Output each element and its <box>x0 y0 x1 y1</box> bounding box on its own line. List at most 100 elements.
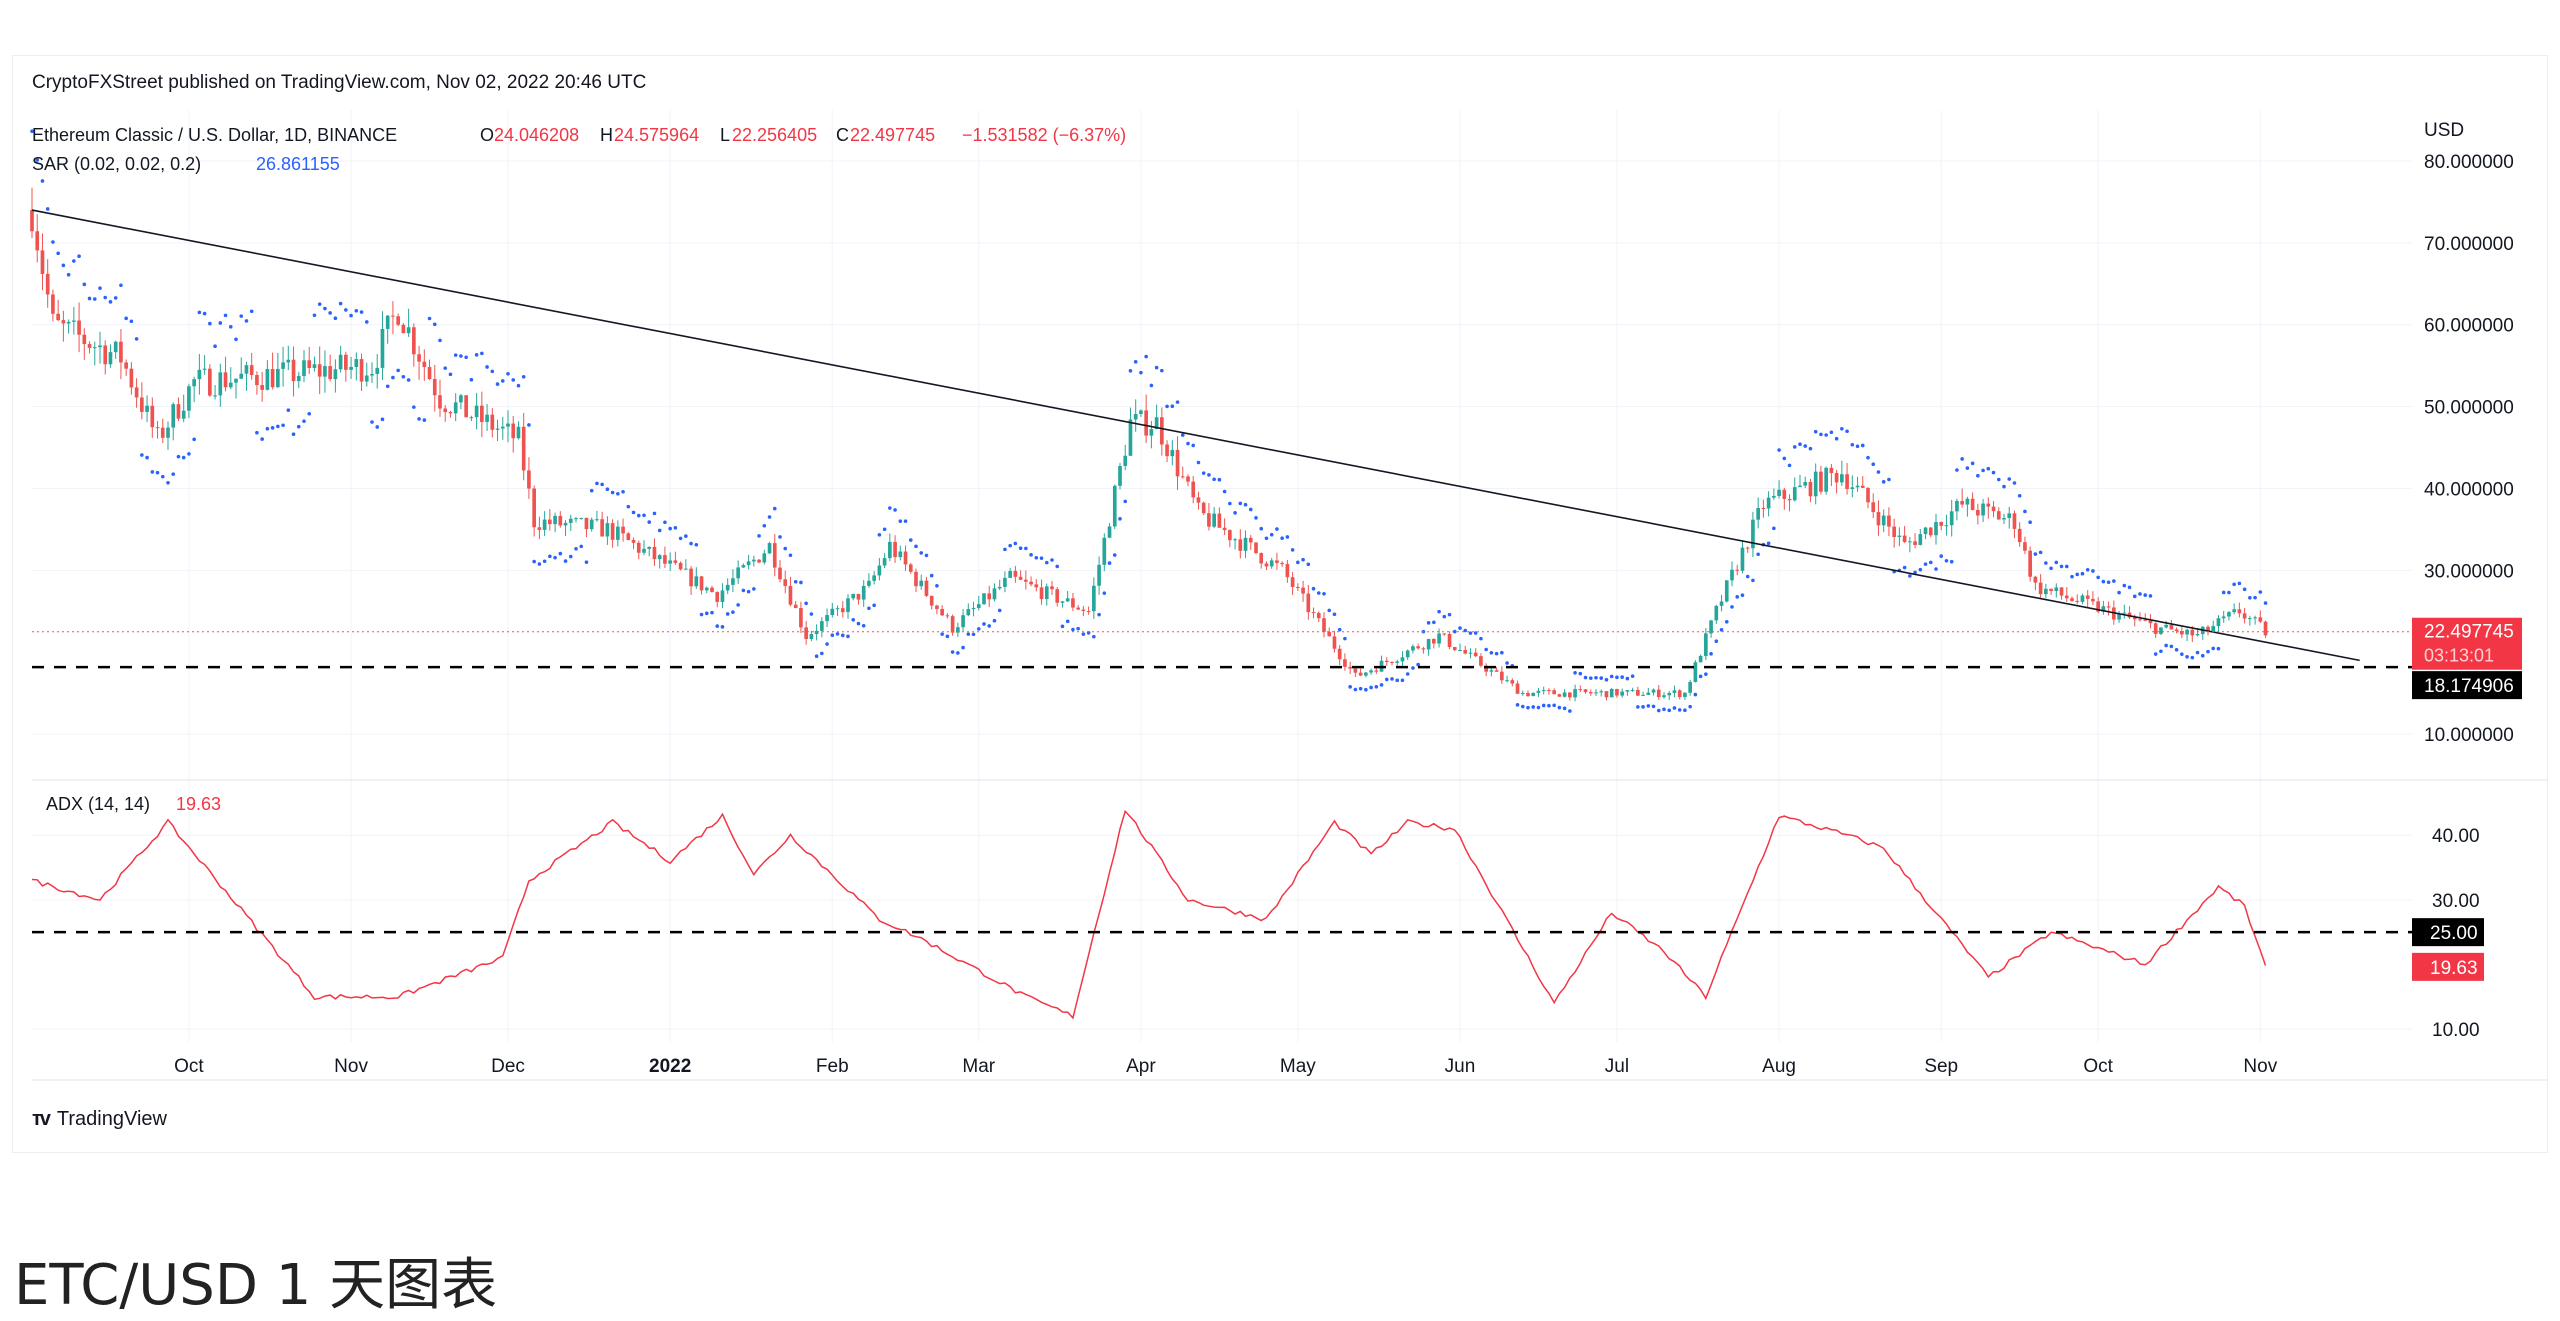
sar-dot <box>704 611 709 616</box>
sar-dot <box>2169 644 2174 649</box>
candle-body <box>1013 571 1018 577</box>
sar-dot <box>668 526 672 531</box>
sar-dot <box>772 506 777 511</box>
tradingview-logo[interactable]: ᴛᴠ TradingView <box>32 1108 167 1131</box>
candle-body <box>1369 670 1373 673</box>
sar-dot <box>323 306 327 311</box>
sar-dot <box>495 382 500 386</box>
sar-dot <box>1923 562 1928 566</box>
candle-body <box>746 561 751 566</box>
sar-dot <box>532 559 536 564</box>
sar-dot <box>799 580 803 585</box>
sar-dot <box>2148 594 2153 598</box>
candle-body <box>432 379 437 396</box>
legend-close: 22.497745 <box>850 125 935 145</box>
candle-body <box>1709 620 1713 634</box>
candle-body <box>642 548 646 553</box>
candle-body <box>1777 489 1781 496</box>
candle-body <box>772 543 777 568</box>
sar-dot <box>2132 594 2137 599</box>
candle-body <box>448 412 453 414</box>
candle-body <box>2002 518 2006 520</box>
sar-dot <box>1196 460 1201 465</box>
sar-dot <box>1515 703 1520 707</box>
currency-label: USD <box>2424 120 2464 141</box>
candle-body <box>914 571 918 587</box>
candle-body <box>1416 646 1420 649</box>
adx-current-tag <box>2412 952 2484 981</box>
candle-body <box>202 368 207 370</box>
candle-body <box>1243 537 1248 551</box>
candle-body <box>187 386 191 411</box>
candle-body <box>731 578 735 585</box>
candle-body <box>1264 563 1269 567</box>
price-axis[interactable]: 80.000000 70.000000 60.000000 50.000000 40.0… <box>2424 152 2514 746</box>
sar-dot <box>1704 672 1708 676</box>
sar-dot <box>2064 564 2069 569</box>
sar-dot <box>98 286 102 290</box>
sar-dot <box>2112 579 2116 583</box>
sar-dot <box>1677 708 1682 712</box>
sar-dot <box>1756 552 1760 557</box>
candle-body <box>1222 527 1227 531</box>
sar-dot <box>1337 627 1342 632</box>
sar-dot <box>391 375 395 380</box>
candle-body <box>1128 419 1133 456</box>
candle-body <box>2012 513 2017 529</box>
candle-body <box>1986 503 1991 507</box>
candle-body <box>1290 577 1295 588</box>
candle-body <box>328 366 332 380</box>
sar-dot <box>746 589 751 594</box>
sar-dot <box>1228 501 1232 506</box>
candle-body <box>364 375 369 382</box>
sar-dot <box>2028 520 2032 524</box>
sar-dot <box>490 369 495 374</box>
candle-body <box>668 560 672 564</box>
sar-dot <box>45 207 50 211</box>
time-axis-label: Jun <box>1445 1056 1476 1077</box>
sar-dot <box>1986 466 1991 471</box>
sar-dot <box>689 541 693 546</box>
time-axis[interactable]: Oct Nov Dec 2022 Feb Mar Apr May Jun Jul Aug Sep Oct… <box>174 1056 2278 1077</box>
sar-dot <box>344 308 348 312</box>
candle-body <box>1798 485 1802 488</box>
candle-body <box>317 364 322 377</box>
candle-body <box>1562 692 1567 697</box>
sar-dot <box>1599 676 1604 680</box>
sar-dot <box>1097 612 1101 617</box>
sar-dot <box>1782 456 1787 461</box>
sar-dot <box>1442 614 1447 619</box>
sar-dot <box>56 251 60 256</box>
sar-dot <box>1625 676 1630 681</box>
sar-dot <box>1484 647 1488 652</box>
candle-body <box>584 517 589 530</box>
sar-dot <box>1813 429 1818 434</box>
candlestick-series[interactable] <box>30 187 2268 702</box>
adx-axis[interactable]: 40.00 30.00 10.00 <box>2432 826 2480 1041</box>
adx-legend: ADX (14, 14) 19.63 <box>46 794 221 814</box>
sar-dot <box>1845 429 1849 434</box>
sar-dot <box>1662 707 1666 712</box>
candle-body <box>1405 650 1410 658</box>
adx-threshold-tag-value: 25.00 <box>2430 923 2478 944</box>
sar-dot <box>1588 676 1593 680</box>
sar-dot <box>804 601 808 606</box>
candle-body <box>239 373 244 379</box>
candle-body <box>1170 449 1175 457</box>
candle-body <box>950 616 955 633</box>
candle-body <box>1280 562 1284 565</box>
sar-dot <box>626 504 631 509</box>
candle-body <box>1944 525 1949 527</box>
candle-body <box>2038 582 2043 595</box>
sar-dot <box>1306 562 1311 567</box>
sar-dot <box>380 417 385 422</box>
candle-body <box>1118 465 1122 486</box>
sar-dot <box>2242 587 2247 592</box>
sar-dot <box>809 612 814 616</box>
candle-body <box>1395 661 1400 663</box>
candle-body <box>835 608 840 610</box>
sar-dot <box>2101 579 2106 584</box>
candle-body <box>1301 587 1305 594</box>
sar-dot <box>710 610 714 615</box>
